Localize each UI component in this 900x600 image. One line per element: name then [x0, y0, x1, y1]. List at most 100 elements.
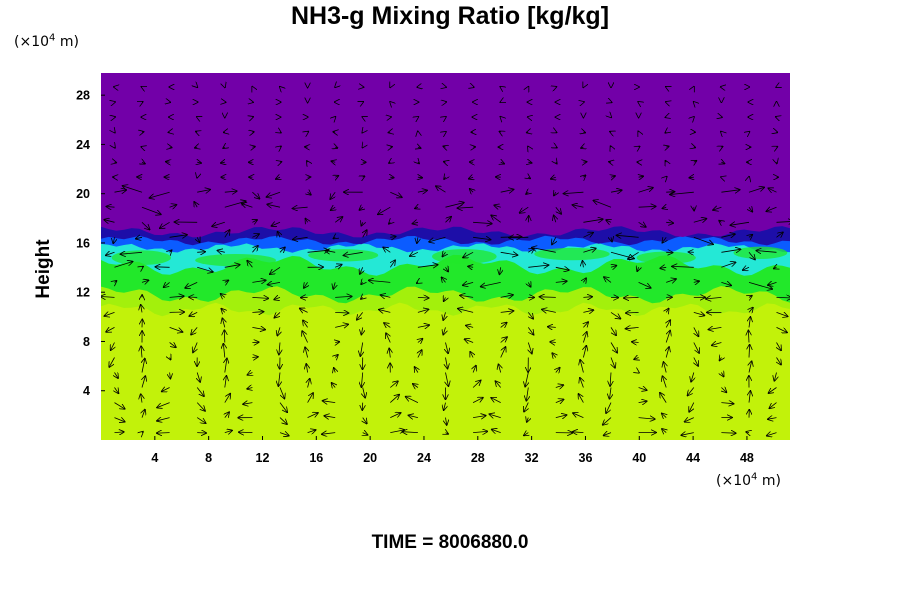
velocity-arrow [666, 177, 667, 178]
velocity-arrow [197, 190, 210, 193]
velocity-arrow [500, 190, 514, 193]
velocity-arrow [638, 401, 647, 402]
velocity-arrow [552, 237, 556, 244]
velocity-arrow [748, 187, 764, 193]
velocity-arrow [280, 248, 285, 253]
velocity-arrow [383, 247, 391, 252]
velocity-arrow [542, 310, 556, 313]
velocity-arrow [721, 403, 733, 404]
velocity-arrow [626, 327, 639, 328]
velocity-arrow [638, 418, 655, 420]
velocity-arrow [221, 294, 225, 297]
velocity-arrow [196, 132, 197, 133]
velocity-arrow [443, 327, 445, 334]
velocity-arrow [721, 234, 734, 237]
velocity-arrow [247, 261, 252, 268]
velocity-arrow [694, 281, 699, 282]
velocity-arrow [638, 206, 656, 207]
velocity-arrow [369, 280, 391, 282]
velocity-arrow [390, 395, 399, 403]
velocity-arrow [221, 309, 224, 313]
velocity-arrow [308, 192, 311, 195]
velocity-arrow [335, 296, 351, 297]
velocity-arrow [381, 295, 391, 297]
velocity-arrow [720, 358, 722, 361]
velocity-arrow [379, 310, 391, 313]
velocity-arrow [749, 317, 750, 328]
velocity-arrow [196, 402, 205, 411]
velocity-arrow [693, 236, 713, 244]
velocity-arrow [123, 186, 143, 193]
velocity-arrow [334, 368, 335, 373]
velocity-arrow [170, 250, 172, 252]
velocity-arrow [672, 266, 694, 267]
velocity-arrow [632, 342, 639, 343]
velocity-arrow [306, 364, 307, 373]
velocity-arrow [583, 278, 586, 282]
velocity-arrow [141, 280, 148, 282]
velocity-arrow [573, 432, 584, 433]
velocity-arrow [768, 418, 777, 420]
velocity-arrow [540, 297, 556, 298]
velocity-arrow [662, 237, 666, 242]
velocity-arrow [275, 312, 281, 317]
velocity-arrow [109, 357, 115, 367]
velocity-arrow [554, 216, 556, 223]
velocity-arrow [445, 217, 452, 223]
velocity-arrow [223, 147, 225, 148]
velocity-arrow [252, 357, 257, 358]
velocity-arrow [626, 312, 639, 313]
velocity-arrow [637, 267, 638, 271]
velocity-arrow [610, 387, 612, 399]
velocity-arrow [494, 205, 501, 207]
velocity-arrow [490, 414, 501, 417]
velocity-arrow [606, 402, 612, 413]
velocity-arrow [193, 342, 197, 353]
velocity-arrow [417, 282, 418, 283]
velocity-arrow [556, 368, 560, 373]
velocity-arrow [323, 401, 336, 403]
velocity-arrow [170, 358, 171, 360]
velocity-arrow [413, 222, 418, 223]
velocity-arrow [303, 321, 308, 328]
velocity-arrow [114, 418, 125, 422]
velocity-arrow [267, 191, 281, 197]
velocity-arrow [693, 219, 707, 223]
velocity-arrow [252, 234, 259, 237]
velocity-arrow [666, 320, 670, 328]
velocity-arrow [583, 322, 588, 327]
velocity-arrow [610, 342, 617, 353]
velocity-arrow [583, 233, 593, 238]
velocity-arrow [279, 402, 287, 413]
green-patch [733, 246, 788, 259]
velocity-arrow [666, 331, 670, 343]
velocity-arrow [335, 312, 348, 313]
velocity-arrow [252, 297, 268, 298]
velocity-arrow [611, 357, 615, 368]
velocity-arrow [390, 381, 398, 388]
velocity-arrow [666, 192, 674, 193]
velocity-arrow [500, 311, 514, 313]
velocity-arrow [361, 327, 362, 334]
velocity-arrow [150, 191, 170, 198]
velocity-arrow [113, 237, 114, 243]
velocity-arrow [548, 327, 556, 328]
velocity-arrow [418, 339, 423, 343]
velocity-arrow [573, 413, 584, 418]
velocity-arrow [662, 429, 666, 433]
velocity-arrow [660, 267, 667, 268]
velocity-arrow [721, 433, 735, 434]
velocity-arrow [322, 433, 336, 435]
velocity-arrow [709, 327, 722, 329]
velocity-arrow [551, 177, 556, 179]
velocity-arrow [638, 222, 646, 227]
velocity-arrow [719, 221, 721, 223]
velocity-arrow [335, 324, 348, 327]
velocity-arrow [721, 282, 731, 285]
velocity-arrow [162, 388, 170, 392]
velocity-arrow [555, 385, 563, 387]
velocity-arrow [564, 192, 584, 193]
velocity-arrow [330, 191, 335, 199]
velocity-arrow [418, 147, 421, 148]
velocity-arrow [270, 266, 281, 274]
